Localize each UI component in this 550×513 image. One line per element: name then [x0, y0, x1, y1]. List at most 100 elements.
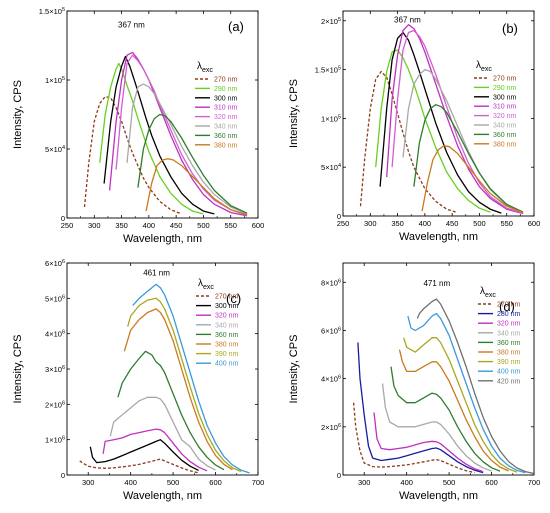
legend-entry: 300 nm	[215, 303, 239, 310]
panel-label: (c)	[226, 291, 241, 306]
series-line-400-nm	[132, 283, 250, 474]
series-line-320-nm	[373, 412, 484, 473]
x-tick-label: 300	[82, 478, 95, 487]
legend-entry: 310 nm	[493, 104, 517, 111]
legend-entry: 320 nm	[214, 114, 238, 121]
x-tick-label: 600	[485, 478, 498, 487]
y-tick-label: 4×106	[321, 375, 341, 384]
legend-entry: 360 nm	[497, 340, 521, 347]
x-tick-label: 500	[197, 221, 210, 230]
panel-label: (d)	[499, 299, 515, 314]
y-tick-label: 1×105	[321, 114, 341, 123]
legend-entry: 300 nm	[214, 95, 238, 102]
legend-entry: 290 nm	[214, 86, 238, 93]
panel-label: (a)	[228, 19, 244, 34]
series-line-360-nm	[137, 113, 248, 214]
x-axis-label: Wavelength, nm	[399, 490, 478, 502]
series-line-300-nm	[89, 439, 199, 471]
y-tick-label: 0	[337, 212, 341, 221]
series-line-320-nm	[102, 428, 208, 472]
y-tick-label: 6×106	[321, 326, 341, 335]
x-tick-label: 600	[252, 221, 265, 230]
x-tick-label: 250	[61, 221, 74, 230]
legend-entry: 340 nm	[214, 124, 238, 131]
x-tick-label: 600	[209, 478, 222, 487]
y-tick-label: 1.5×105	[315, 66, 341, 75]
y-tick-label: 0	[61, 471, 65, 480]
x-tick-label: 500	[473, 219, 486, 228]
legend-entry: 340 nm	[215, 322, 239, 329]
x-axis-label: Wavelength, nm	[123, 233, 202, 245]
x-tick-label: 300	[88, 221, 101, 230]
y-tick-label: 2×105	[321, 17, 341, 26]
y-tick-label: 4×106	[45, 330, 65, 339]
x-tick-label: 400	[419, 219, 432, 228]
series-line-380-nm	[398, 349, 509, 472]
y-tick-label: 0	[61, 214, 65, 223]
legend-entry: 380 nm	[493, 141, 517, 148]
legend-entry: 310 nm	[214, 105, 238, 112]
legend-entry: 380 nm	[215, 342, 239, 349]
legend-entry: 360 nm	[215, 332, 239, 339]
legend-entry: 320 nm	[493, 113, 517, 120]
x-tick-label: 300	[364, 219, 377, 228]
legend-title: λexc	[198, 278, 214, 291]
y-tick-label: 2×106	[321, 423, 341, 432]
y-tick-label: 0	[337, 471, 341, 480]
series-line-390-nm	[127, 297, 242, 473]
panel-b: 250 300 350 400 450 500 550 600 0 5×104 1×105 1.5×1…	[288, 10, 540, 243]
legend-entry: 400 nm	[215, 361, 239, 368]
legend-title: λexc	[197, 61, 213, 74]
series-line-270-nm	[83, 95, 182, 215]
x-tick-label: 450	[446, 219, 459, 228]
y-tick-label: 6×106	[45, 259, 65, 268]
legend-entry: 360 nm	[214, 133, 238, 140]
x-tick-label: 400	[143, 221, 156, 230]
x-tick-label: 550	[500, 219, 513, 228]
peak-annotation: 367 nm	[394, 16, 421, 25]
series-line-290-nm	[375, 49, 491, 213]
x-tick-label: 500	[443, 478, 456, 487]
peak-annotation: 367 nm	[118, 21, 145, 30]
y-tick-label: 2×106	[45, 400, 65, 409]
y-axis-label: Intensity, CPS	[12, 335, 24, 404]
x-tick-label: 550	[224, 221, 237, 230]
legend-entry: 360 nm	[493, 132, 517, 139]
legend-entry: 390 nm	[497, 359, 521, 366]
series-group	[352, 298, 534, 475]
y-tick-label: 1×105	[45, 76, 65, 85]
series-line-300-nm	[379, 31, 502, 214]
x-tick-label: 500	[167, 478, 180, 487]
peak-annotation: 461 nm	[143, 268, 170, 277]
series-line-340-nm	[381, 383, 492, 472]
panel-d: 300 400 500 600 700 0 2×106 4×106 6×106 8×106 Wave…	[288, 262, 541, 502]
series-line-310-nm	[386, 24, 524, 215]
series-group	[83, 51, 248, 217]
series-line-290-nm	[99, 62, 204, 215]
legend-entry: 340 nm	[493, 123, 517, 130]
series-line-320-nm	[391, 29, 524, 214]
series-line-300-nm	[103, 55, 215, 215]
panel-label: (b)	[502, 21, 518, 36]
legend-entry: 270 nm	[215, 294, 239, 301]
x-tick-label: 300	[358, 478, 371, 487]
legend-entry: 320 nm	[215, 313, 239, 320]
legend-title: λexc	[480, 286, 496, 299]
series-line-400-nm	[407, 312, 526, 474]
series-line-380-nm	[145, 158, 248, 216]
series-group	[359, 24, 524, 215]
y-tick-label: 5×106	[45, 294, 65, 303]
series-line-280-nm	[357, 342, 484, 474]
series-line-270-nm	[79, 458, 199, 474]
x-tick-label: 700	[528, 478, 541, 487]
x-axis-label: Wavelength, nm	[123, 490, 202, 502]
legend-entry: 390 nm	[215, 351, 239, 358]
peak-annotation: 471 nm	[423, 279, 450, 288]
y-tick-label: 1×106	[45, 436, 65, 445]
y-tick-label: 5×104	[321, 163, 341, 172]
x-tick-label: 250	[337, 219, 350, 228]
x-tick-label: 450	[170, 221, 183, 230]
